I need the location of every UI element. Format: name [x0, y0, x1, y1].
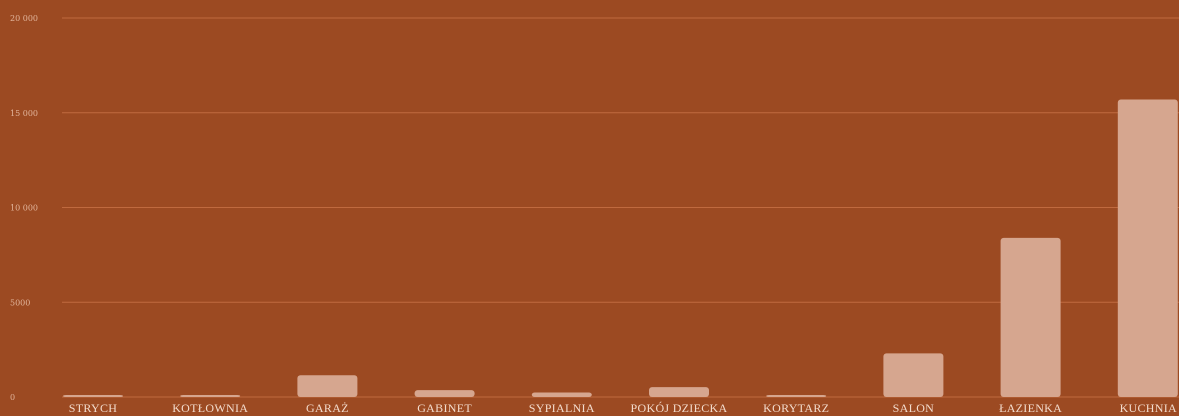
x-tick-label: ŁAZIENKA: [999, 401, 1062, 415]
bar-6: [649, 387, 709, 397]
bars: [63, 99, 1178, 398]
bar-2: [180, 395, 241, 397]
bar-3: [297, 375, 358, 397]
bar-1: [63, 395, 123, 397]
x-tick-label: GARAŻ: [306, 401, 349, 415]
bar-8: [883, 353, 944, 397]
x-tick-label: GABINET: [417, 401, 472, 415]
bar-9: [1000, 237, 1061, 397]
y-tick-label: 0: [10, 393, 15, 402]
y-tick-label: 15 000: [10, 109, 38, 118]
bar-5: [531, 392, 592, 397]
y-tick-label: 10 000: [10, 204, 38, 213]
x-tick-label: POKÓJ DZIECKA: [631, 401, 728, 415]
x-tick-label: SALON: [893, 401, 935, 415]
bar-10: [1117, 99, 1178, 398]
gridlines: [62, 17, 1179, 398]
bar-7: [766, 395, 827, 397]
x-tick-label: STRYCH: [69, 401, 118, 415]
x-tick-label: KOTŁOWNIA: [172, 401, 248, 415]
bar-4: [414, 390, 475, 397]
x-tick-label: KORYTARZ: [763, 401, 829, 415]
x-tick-label: SYPIALNIA: [529, 401, 595, 415]
y-tick-label: 20 000: [10, 14, 38, 23]
y-axis-ticks: 0 5000 10 000 15 000 20 000: [10, 14, 38, 402]
y-tick-label: 5000: [10, 298, 30, 307]
x-tick-label: KUCHNIA: [1120, 401, 1177, 415]
x-axis-ticks: STRYCH KOTŁOWNIA GARAŻ GABINET SYPIALNIA POKÓ…: [69, 401, 1177, 415]
